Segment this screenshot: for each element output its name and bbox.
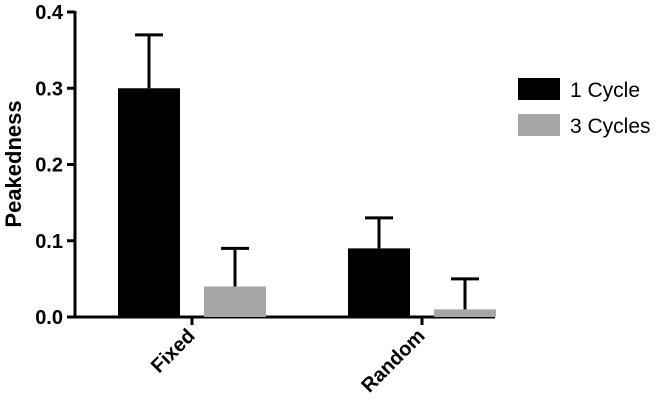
legend: 1 Cycle 3 Cycles: [518, 78, 651, 138]
y-tick-label: 0.4: [35, 2, 64, 24]
y-tick-label: 0.3: [35, 78, 63, 100]
x-tick-label-fixed: Fixed: [147, 325, 200, 378]
bar-random-1-cycle: [348, 248, 410, 317]
x-tick-label-random: Random: [357, 325, 429, 397]
y-tick-label: 0.0: [35, 307, 63, 329]
legend-swatch-3-cycles: [518, 114, 560, 136]
bar-fixed-1-cycle: [118, 88, 180, 317]
y-axis-label: Peakedness: [1, 100, 26, 227]
bar-random-3-cycles: [434, 309, 496, 317]
legend-label: 3 Cycles: [570, 115, 651, 138]
y-tick-label: 0.1: [35, 231, 63, 253]
x-ticks: Fixed Random: [147, 317, 430, 397]
legend-label: 1 Cycle: [570, 79, 640, 102]
y-tick-label: 0.2: [35, 155, 63, 177]
bars: [118, 33, 496, 317]
y-ticks: 0.0 0.1 0.2 0.3 0.4: [35, 2, 75, 329]
bar-fixed-3-cycles: [204, 286, 266, 317]
legend-swatch-1-cycle: [518, 78, 560, 100]
